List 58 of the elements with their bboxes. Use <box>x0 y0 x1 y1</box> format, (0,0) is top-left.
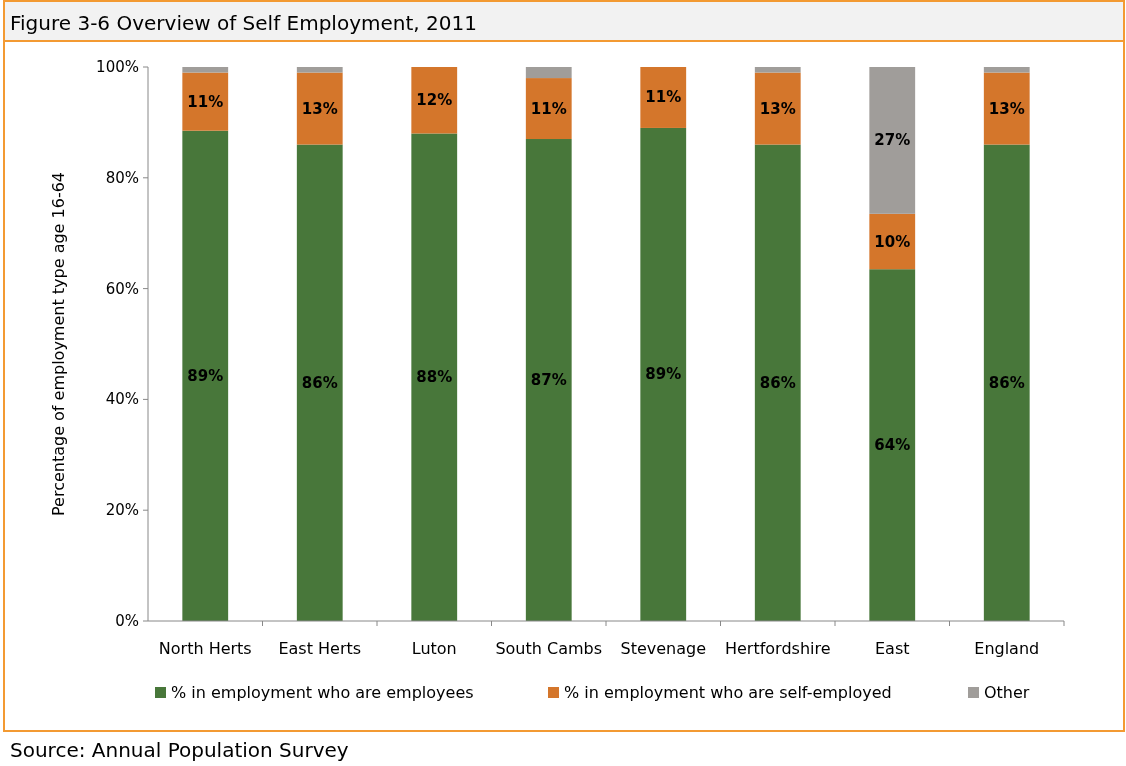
y-tick-label: 0% <box>115 612 139 630</box>
x-tick-label: Hertfordshire <box>724 639 831 658</box>
x-tick-label: East Herts <box>278 639 362 658</box>
data-label: 13% <box>759 99 796 118</box>
x-tick-label: South Cambs <box>495 639 603 658</box>
bar <box>983 144 1030 621</box>
data-label: 27% <box>874 131 911 150</box>
source-note: Source: Annual Population Survey <box>10 738 349 762</box>
x-tick-label: North Herts <box>158 639 252 658</box>
data-label: 13% <box>988 99 1025 118</box>
bar <box>869 269 916 621</box>
y-tick-label: 60% <box>105 279 139 298</box>
x-tick-label: East <box>874 639 910 658</box>
legend-label: % in employment who are employees <box>171 683 474 702</box>
bar <box>182 130 229 621</box>
y-tick-label: 80% <box>105 168 139 187</box>
x-tick-label: Stevenage <box>620 639 707 658</box>
x-tick-label: Luton <box>411 639 457 658</box>
x-tick-label: England <box>974 639 1040 658</box>
legend-label: % in employment who are self-employed <box>564 683 892 702</box>
bar <box>182 72 229 131</box>
data-label: 87% <box>530 371 567 390</box>
bar <box>869 67 916 214</box>
data-label: 89% <box>645 365 682 384</box>
y-tick-label: 100% <box>96 58 139 76</box>
chart-title: Figure 3-6 Overview of Self Employment, 2011 <box>10 11 477 35</box>
data-label: 86% <box>988 373 1025 392</box>
legend-label: Other <box>984 683 1030 702</box>
data-label: 89% <box>187 366 224 385</box>
bar <box>754 67 801 73</box>
data-label: 13% <box>301 99 338 118</box>
bar <box>525 78 572 140</box>
data-label: 12% <box>416 91 453 110</box>
data-label: 11% <box>645 88 682 107</box>
y-tick-label: 20% <box>105 501 139 520</box>
bar <box>296 67 343 73</box>
data-label: 88% <box>416 368 453 387</box>
bar <box>640 127 687 621</box>
data-label: 10% <box>874 232 911 251</box>
data-label: 11% <box>187 92 224 111</box>
bar <box>411 133 458 621</box>
bar <box>525 139 572 621</box>
data-label: 86% <box>301 373 338 392</box>
bar <box>754 144 801 621</box>
y-axis-title: Percentage of employment type age 16-64 <box>49 171 68 517</box>
bar <box>525 67 572 79</box>
bar <box>296 144 343 621</box>
bar <box>182 67 229 73</box>
data-label: 11% <box>530 99 567 118</box>
data-label: 86% <box>759 373 796 392</box>
bar <box>983 72 1030 145</box>
bar <box>754 72 801 145</box>
y-tick-label: 40% <box>105 390 139 409</box>
data-label: 64% <box>874 436 911 455</box>
bar <box>296 72 343 145</box>
bar <box>983 67 1030 73</box>
bar <box>411 67 458 134</box>
bar <box>640 67 687 128</box>
